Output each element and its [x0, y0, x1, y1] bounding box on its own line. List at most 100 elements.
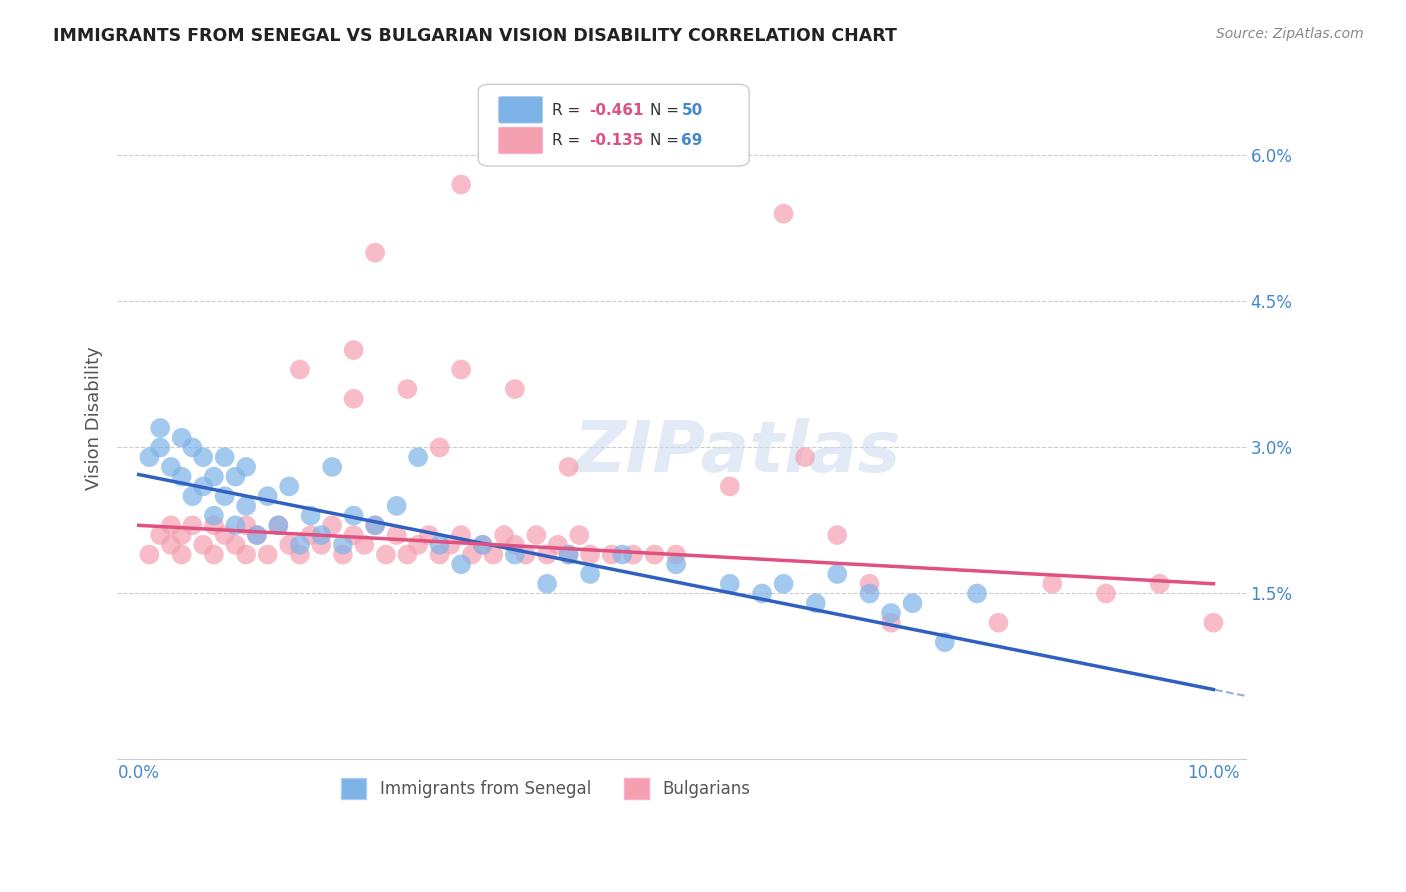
Immigrants from Senegal: [202, 508, 225, 523]
Immigrants from Senegal: [149, 441, 172, 455]
Bulgarians: [450, 528, 472, 542]
Bulgarians: [256, 548, 278, 562]
Bulgarians: [246, 528, 269, 542]
Bulgarians: [794, 450, 817, 465]
Bulgarians: [524, 528, 547, 542]
Immigrants from Senegal: [536, 576, 558, 591]
Immigrants from Senegal: [612, 548, 634, 562]
Immigrants from Senegal: [235, 499, 257, 513]
Bulgarians: [343, 392, 366, 406]
Immigrants from Senegal: [406, 450, 429, 465]
Bulgarians: [364, 518, 387, 533]
Bulgarians: [343, 528, 366, 542]
Bulgarians: [235, 548, 257, 562]
Bulgarians: [579, 548, 602, 562]
Immigrants from Senegal: [901, 596, 924, 610]
Bulgarians: [288, 362, 311, 376]
Bulgarians: [987, 615, 1010, 630]
Immigrants from Senegal: [214, 489, 236, 503]
Legend: Immigrants from Senegal, Bulgarians: Immigrants from Senegal, Bulgarians: [335, 772, 758, 805]
Bulgarians: [429, 441, 451, 455]
Bulgarians: [621, 548, 644, 562]
Immigrants from Senegal: [751, 586, 773, 600]
Bulgarians: [515, 548, 537, 562]
Bulgarians: [406, 538, 429, 552]
Immigrants from Senegal: [557, 548, 579, 562]
Immigrants from Senegal: [170, 469, 193, 483]
Immigrants from Senegal: [364, 518, 387, 533]
Bulgarians: [311, 538, 333, 552]
Bulgarians: [482, 548, 505, 562]
Immigrants from Senegal: [385, 499, 408, 513]
Immigrants from Senegal: [267, 518, 290, 533]
Bulgarians: [557, 548, 579, 562]
Bulgarians: [396, 382, 419, 396]
Bulgarians: [665, 548, 688, 562]
Bulgarians: [450, 178, 472, 192]
Immigrants from Senegal: [579, 567, 602, 582]
Bulgarians: [439, 538, 461, 552]
Text: N =: N =: [650, 103, 683, 118]
Bulgarians: [202, 518, 225, 533]
Bulgarians: [138, 548, 160, 562]
Bulgarians: [278, 538, 301, 552]
Immigrants from Senegal: [880, 606, 903, 620]
Immigrants from Senegal: [966, 586, 988, 600]
Immigrants from Senegal: [138, 450, 160, 465]
Bulgarians: [353, 538, 375, 552]
Bulgarians: [880, 615, 903, 630]
Immigrants from Senegal: [827, 567, 849, 582]
Immigrants from Senegal: [804, 596, 827, 610]
Bulgarians: [332, 548, 354, 562]
Immigrants from Senegal: [214, 450, 236, 465]
Bulgarians: [181, 518, 204, 533]
Bulgarians: [858, 576, 880, 591]
Bulgarians: [547, 538, 569, 552]
Bulgarians: [471, 538, 494, 552]
Bulgarians: [170, 528, 193, 542]
Immigrants from Senegal: [332, 538, 354, 552]
Bulgarians: [1149, 576, 1171, 591]
Immigrants from Senegal: [278, 479, 301, 493]
Immigrants from Senegal: [288, 538, 311, 552]
Immigrants from Senegal: [299, 508, 322, 523]
Bulgarians: [568, 528, 591, 542]
Text: -0.461: -0.461: [589, 103, 644, 118]
Immigrants from Senegal: [718, 576, 741, 591]
Immigrants from Senegal: [224, 469, 246, 483]
Bulgarians: [557, 459, 579, 474]
Bulgarians: [1040, 576, 1063, 591]
Immigrants from Senegal: [160, 459, 183, 474]
Bulgarians: [193, 538, 215, 552]
Bulgarians: [396, 548, 419, 562]
Bulgarians: [644, 548, 666, 562]
Text: ZIPatlas: ZIPatlas: [574, 417, 901, 487]
Bulgarians: [600, 548, 623, 562]
Immigrants from Senegal: [858, 586, 880, 600]
Bulgarians: [429, 548, 451, 562]
Immigrants from Senegal: [934, 635, 956, 649]
Immigrants from Senegal: [149, 421, 172, 435]
Bulgarians: [299, 528, 322, 542]
Text: Source: ZipAtlas.com: Source: ZipAtlas.com: [1216, 27, 1364, 41]
Immigrants from Senegal: [181, 441, 204, 455]
Bulgarians: [1202, 615, 1225, 630]
Bulgarians: [450, 362, 472, 376]
Text: R =: R =: [551, 103, 585, 118]
Immigrants from Senegal: [224, 518, 246, 533]
Bulgarians: [503, 538, 526, 552]
Immigrants from Senegal: [202, 469, 225, 483]
FancyBboxPatch shape: [499, 128, 543, 153]
Immigrants from Senegal: [321, 459, 343, 474]
Immigrants from Senegal: [772, 576, 794, 591]
Bulgarians: [170, 548, 193, 562]
Bulgarians: [149, 528, 172, 542]
Immigrants from Senegal: [246, 528, 269, 542]
Bulgarians: [1095, 586, 1118, 600]
Immigrants from Senegal: [429, 538, 451, 552]
Text: R =: R =: [551, 133, 585, 148]
Text: 69: 69: [682, 133, 703, 148]
Immigrants from Senegal: [170, 431, 193, 445]
Bulgarians: [718, 479, 741, 493]
Immigrants from Senegal: [193, 450, 215, 465]
